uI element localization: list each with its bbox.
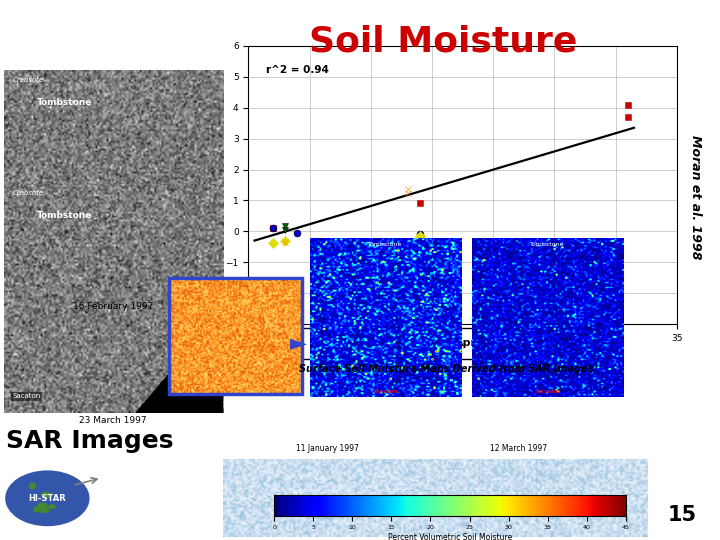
Text: 23 March 1997: 23 March 1997 bbox=[79, 416, 147, 425]
Text: Creosote: Creosote bbox=[12, 191, 43, 197]
Ellipse shape bbox=[38, 508, 49, 512]
Text: r^2 = 0.94: r^2 = 0.94 bbox=[266, 65, 328, 76]
Text: HI-STAR: HI-STAR bbox=[29, 494, 66, 503]
Text: Sacaton: Sacaton bbox=[372, 389, 398, 394]
Text: 15: 15 bbox=[668, 505, 697, 525]
Text: Sacaton: Sacaton bbox=[12, 280, 40, 286]
Text: Tombstone: Tombstone bbox=[530, 242, 564, 247]
X-axis label: Percent Volumetric Soil Moisture: Percent Volumetric Soil Moisture bbox=[388, 533, 512, 540]
Y-axis label: Delta (Afet-Dry) Backscatter (dB): Delta (Afet-Dry) Backscatter (dB) bbox=[214, 100, 222, 270]
X-axis label: Volumetric Soil Moisture (%): Volumetric Soil Moisture (%) bbox=[384, 348, 541, 358]
Text: Surface Soil Moisture Maps Derived from SAR Images: Surface Soil Moisture Maps Derived from … bbox=[300, 364, 593, 375]
Bar bbox=[169, 278, 302, 394]
Text: SAR Images: SAR Images bbox=[6, 429, 174, 453]
Text: Sacaton: Sacaton bbox=[12, 393, 40, 400]
Text: Jul: Jul bbox=[508, 339, 523, 348]
Text: ►: ► bbox=[290, 333, 307, 353]
Polygon shape bbox=[135, 310, 223, 413]
Text: Soil Moisture: Soil Moisture bbox=[309, 24, 577, 58]
Ellipse shape bbox=[38, 503, 47, 508]
Text: 16 February 1997: 16 February 1997 bbox=[73, 302, 153, 312]
Text: 11 January 1997: 11 January 1997 bbox=[296, 443, 359, 453]
Ellipse shape bbox=[34, 507, 39, 512]
Text: Sacaton: Sacaton bbox=[534, 389, 560, 394]
Text: Moran et al. 1998: Moran et al. 1998 bbox=[689, 135, 702, 259]
Text: 12 March 1997: 12 March 1997 bbox=[490, 443, 547, 453]
Ellipse shape bbox=[49, 505, 55, 509]
Text: Feb: Feb bbox=[339, 339, 361, 348]
Text: Mar: Mar bbox=[402, 339, 426, 348]
Polygon shape bbox=[135, 197, 223, 300]
Text: Tombstone: Tombstone bbox=[368, 242, 402, 247]
Text: NOTE: Measurements made in
February were not included in the
regression computat: NOTE: Measurements made in February were… bbox=[475, 246, 589, 266]
Text: Jan: Jan bbox=[279, 339, 299, 348]
Text: Tombstone: Tombstone bbox=[37, 98, 92, 106]
Ellipse shape bbox=[41, 492, 51, 497]
Text: Tombstone: Tombstone bbox=[37, 211, 92, 220]
Text: Apr: Apr bbox=[454, 339, 477, 348]
Circle shape bbox=[6, 471, 89, 525]
Text: Creosote: Creosote bbox=[12, 77, 43, 83]
Ellipse shape bbox=[30, 483, 35, 489]
